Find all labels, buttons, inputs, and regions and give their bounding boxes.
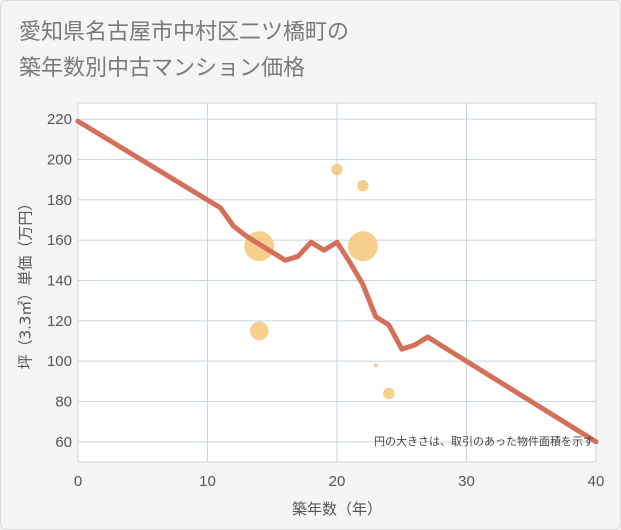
chart-title-line-1: 愛知県名古屋市中村区二ツ橋町の [19, 20, 350, 45]
bubble-point [383, 387, 395, 400]
y-tick-label: 60 [55, 434, 72, 451]
bubble-point [357, 179, 369, 192]
y-tick-label: 100 [47, 353, 72, 370]
x-tick-label: 30 [458, 473, 475, 490]
y-tick-label: 220 [47, 111, 72, 128]
y-tick-label: 140 [47, 272, 72, 289]
y-tick-label: 200 [47, 151, 72, 168]
x-axis-label: 築年数（年） [292, 500, 382, 518]
bubble-point [249, 321, 269, 341]
y-tick-label: 180 [47, 192, 72, 209]
x-tick-label: 0 [74, 473, 82, 490]
grid-lines [77, 103, 597, 462]
y-axis-label: 坪（3.3㎡）単価（万円） [17, 196, 35, 370]
y-tick-label: 120 [47, 313, 72, 330]
x-tick-label: 40 [588, 473, 605, 490]
chart-title: 愛知県名古屋市中村区二ツ橋町の 築年数別中古マンション価格 [19, 15, 579, 87]
x-tick-label: 10 [199, 473, 216, 490]
price-line [75, 118, 599, 445]
y-tick-label: 80 [55, 393, 72, 410]
bubble-size-note: 円の大きさは、取引のあった物件面積を示す [374, 434, 594, 448]
x-tick-label: 20 [329, 473, 346, 490]
x-tick-labels: 0 10 20 30 40 [74, 473, 605, 490]
y-tick-labels: 60 80 100 120 140 160 180 200 220 [47, 111, 72, 451]
chart-title-line-2: 築年数別中古マンション価格 [19, 56, 306, 81]
bubble-point [373, 363, 378, 368]
y-tick-label: 160 [47, 232, 72, 249]
bubble-point [331, 163, 343, 176]
price-line-series [75, 118, 599, 445]
bubble-point [347, 231, 378, 262]
